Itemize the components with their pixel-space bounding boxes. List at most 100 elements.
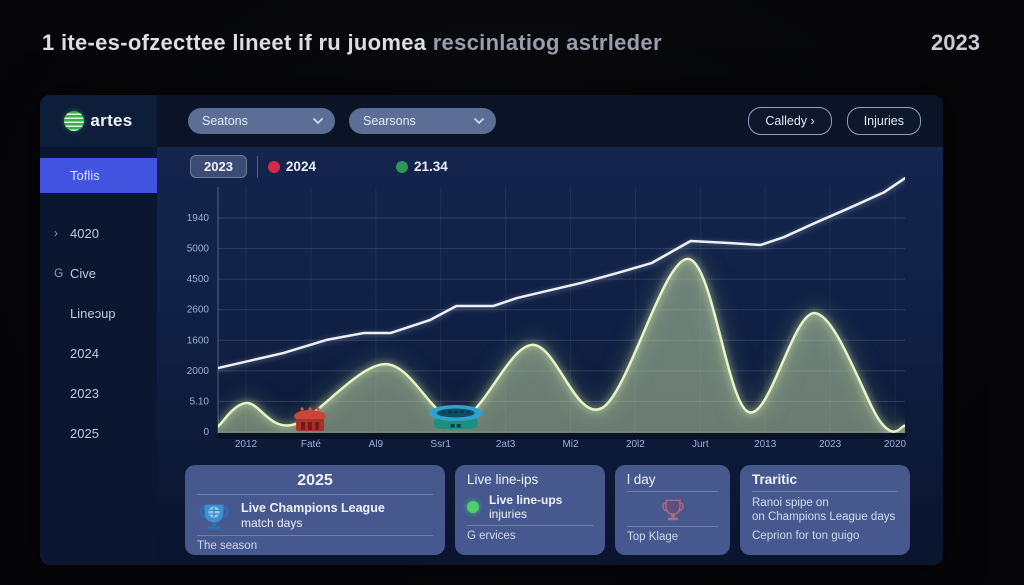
stadium-blue-icon (428, 405, 483, 429)
legend-dot-icon (267, 160, 280, 173)
card-season-title: 2025 (297, 472, 333, 489)
seasons-dropdown[interactable]: Seatons (188, 108, 335, 134)
logo-text: artes (90, 111, 133, 130)
g-icon: G (54, 266, 64, 280)
chevron-down-icon (313, 118, 323, 124)
divider (467, 525, 593, 526)
area-series-fill (218, 258, 905, 433)
chart-canvas: 1940 5000 4500 2600 1600 2000 5.10 0 2012 Faté Al9… (187, 176, 907, 450)
card-lineups[interactable]: Live line-ips Live line-ups injuries G e… (455, 465, 605, 555)
sidebar-item-2025[interactable]: 2025 (40, 421, 157, 445)
seasons-dropdown-label: Seatons (202, 114, 248, 128)
sidebar-item-2023[interactable]: 2023 (40, 381, 157, 405)
divider (197, 535, 433, 536)
legend-item-2024[interactable]: 2024 (267, 159, 316, 174)
y-tick-label: 1940 (187, 213, 210, 224)
y-tick-label: 2600 (187, 305, 210, 316)
x-tick-label: 2020 (884, 439, 907, 450)
summary-cards: 2025 (185, 465, 910, 555)
y-tick-label: 5.10 (190, 396, 210, 407)
page-title-primary: 1 ite-es-ofzecttee lineet if ru juomea (42, 30, 433, 55)
line-series (218, 176, 905, 370)
sidebar: Toflis › 4020 G Cive Lineɔup 2024 2023 2025 (40, 147, 157, 565)
logo: artes (40, 95, 157, 147)
y-tick-label: 0 (203, 427, 209, 438)
sidebar-item-2024[interactable]: 2024 (40, 341, 157, 365)
y-tick-label: 1600 (187, 335, 210, 346)
dashboard-panel: artes Seatons Searsons Calledy › Injurie… (40, 95, 943, 565)
chart-area: 2023 2024 21.34 1940 5000 4500 2600 1600 2000 5.… (157, 147, 943, 565)
card-day[interactable]: l day Top Klage (615, 465, 730, 555)
y-tick-label: 4500 (187, 274, 210, 285)
legend-separator (256, 155, 258, 178)
legend-pill-2023[interactable]: 2023 (190, 155, 247, 178)
globe-icon (64, 111, 85, 131)
legend-label: 2024 (285, 159, 316, 174)
filter-dropdowns: Seatons Searsons (188, 108, 496, 134)
x-tick-label: Faté (301, 439, 321, 450)
x-tick-label: Jurt (692, 439, 709, 450)
x-tick-label: 20l2 (626, 439, 645, 450)
card-season-footer: The season (197, 540, 258, 552)
card-day-footer: Top Klage (627, 531, 679, 543)
divider (627, 526, 718, 527)
sidebar-item-toflis[interactable]: Toflis (40, 158, 157, 193)
page-title-secondary: rescinlatiog astrleder (432, 30, 662, 55)
card-lineups-line1: Live line-ups (489, 493, 563, 507)
card-day-title: l day (627, 472, 656, 487)
x-tick-label: 2023 (819, 439, 842, 450)
y-tick-label: 2000 (187, 366, 210, 377)
sidebar-item-label: Cive (70, 265, 97, 281)
card-traffic-title: Traritic (752, 472, 798, 487)
chart-legend: 2023 2024 21.34 (190, 155, 448, 178)
sidebar-item-label: Toflis (70, 168, 100, 183)
legend-item-21.34[interactable]: 21.34 (395, 159, 448, 174)
calledy-button[interactable]: Calledy › (748, 107, 832, 135)
trophy-shield-blue-icon (199, 504, 229, 530)
y-tick-label: 5000 (187, 244, 210, 255)
chevron-right-icon: › (54, 226, 58, 240)
x-tick-label: Al9 (369, 439, 384, 450)
card-lineups-title: Live line-ips (467, 472, 539, 487)
sidebar-item-4020[interactable]: › 4020 (40, 221, 157, 245)
topbar: artes Seatons Searsons Calledy › Injurie… (40, 95, 943, 147)
sidebar-item-label: 2025 (70, 425, 99, 441)
header-year: 2023 (931, 30, 980, 55)
sidebar-item-label: Lineɔup (70, 305, 116, 321)
card-season-line2: match days (241, 515, 303, 530)
legend-label: 21.34 (413, 159, 448, 174)
seasons-dropdown-2-label: Searsons (363, 114, 416, 128)
legend-dot-icon (395, 160, 408, 173)
injuries-button[interactable]: Injuries (846, 107, 921, 135)
trophy-outline-icon (661, 499, 684, 521)
page-header: 1 ite-es-ofzecttee lineet if ru juomea r… (42, 30, 980, 56)
sidebar-item-label: 4020 (70, 225, 99, 241)
card-season-line1: Live Champions League (241, 500, 385, 515)
card-season[interactable]: 2025 (185, 465, 445, 555)
divider (197, 494, 433, 495)
divider (627, 491, 718, 492)
card-lineups-footer: G ervices (467, 530, 516, 542)
seasons-dropdown-2[interactable]: Searsons (349, 108, 496, 134)
green-dot-icon (467, 501, 479, 513)
card-traffic-footer: Ceprion for ton guigo (752, 530, 860, 542)
card-traffic-line2: on Champions League days (752, 511, 896, 523)
sidebar-item-label: 2024 (70, 345, 99, 361)
sidebar-item-lineɔup[interactable]: Lineɔup (40, 301, 157, 325)
x-tick-label: Mi2 (562, 439, 579, 450)
x-tick-label: 2012 (235, 439, 258, 450)
stadium-red-icon (294, 407, 327, 431)
page-title: 1 ite-es-ofzecttee lineet if ru juomea r… (42, 30, 662, 56)
topbar-actions: Calledy › Injuries (748, 107, 921, 135)
card-traffic[interactable]: Traritic Ranoi spipe on on Champions Lea… (740, 465, 910, 555)
chevron-down-icon (474, 118, 484, 124)
divider (752, 491, 898, 492)
x-axis-band (218, 433, 905, 439)
x-tick-label: Ssr1 (430, 439, 451, 450)
sidebar-item-cive[interactable]: G Cive (40, 261, 157, 285)
card-traffic-line1: Ranoi spipe on (752, 497, 829, 509)
x-tick-label: 2013 (754, 439, 777, 450)
panel-body: Toflis › 4020 G Cive Lineɔup 2024 2023 2025 2023… (40, 147, 943, 565)
x-tick-label: 2at3 (496, 439, 516, 450)
